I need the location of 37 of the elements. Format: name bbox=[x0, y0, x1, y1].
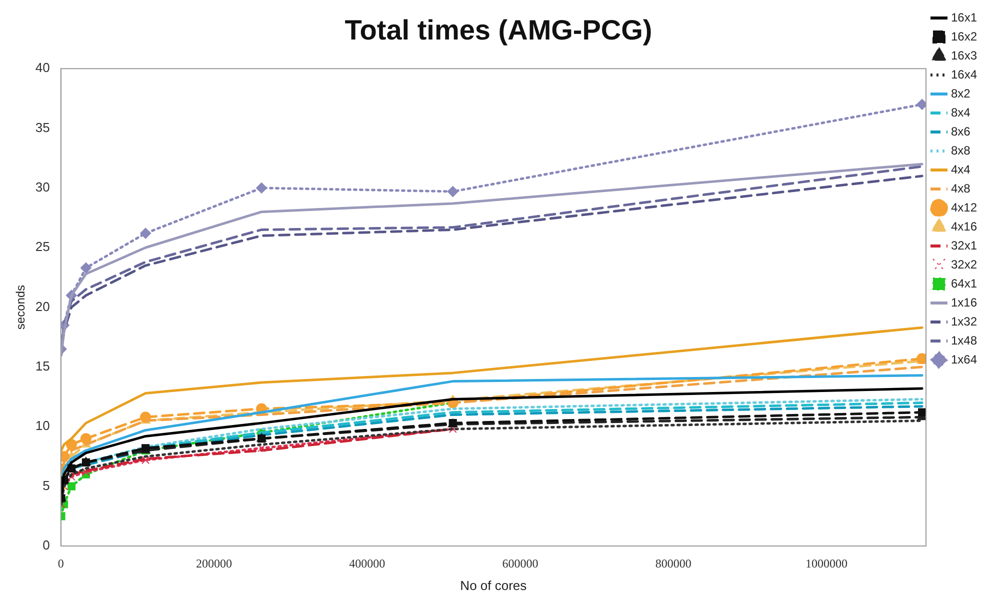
y-tick-label: 20 bbox=[35, 298, 50, 314]
y-tick-label: 5 bbox=[42, 478, 50, 493]
legend-label: 16x4 bbox=[950, 67, 978, 82]
legend-label: 16x2 bbox=[950, 29, 978, 44]
y-tick-label: 35 bbox=[35, 120, 50, 135]
x-tick-label: 600000 bbox=[502, 556, 538, 570]
y-tick-label: 0 bbox=[42, 538, 50, 553]
legend-label: 32x1 bbox=[950, 238, 978, 252]
legend-label: 4x8 bbox=[950, 181, 971, 196]
x-tick-label: 800000 bbox=[655, 556, 692, 570]
legend-label: 1x16 bbox=[950, 295, 978, 310]
x-tick-label: 0 bbox=[58, 556, 64, 570]
legend-label: 4x16 bbox=[950, 219, 978, 234]
legend-label: 8x8 bbox=[950, 143, 971, 158]
y-tick-label: 25 bbox=[35, 239, 50, 254]
legend-label: 1x32 bbox=[950, 314, 978, 328]
y-tick-label: 10 bbox=[35, 418, 50, 434]
legend-label: 8x2 bbox=[950, 86, 971, 100]
legend-label: 64x1 bbox=[950, 276, 978, 290]
y-tick-label: 40 bbox=[35, 60, 50, 76]
x-axis-title: No of cores bbox=[460, 578, 528, 593]
y-axis-title: seconds bbox=[14, 284, 28, 330]
legend-label: 4x12 bbox=[950, 200, 978, 214]
x-tick-label: 200000 bbox=[196, 556, 232, 570]
chart-title: Total times (AMG-PCG) bbox=[344, 14, 652, 46]
y-tick-label: 15 bbox=[35, 358, 50, 374]
legend-label: 4x4 bbox=[950, 162, 971, 176]
legend-label: 16x3 bbox=[950, 48, 978, 62]
legend-label: 8x4 bbox=[950, 105, 971, 120]
y-tick-label: 30 bbox=[35, 180, 50, 195]
legend-label: 1x64 bbox=[950, 352, 978, 366]
legend-label: 16x1 bbox=[950, 10, 978, 24]
legend-label: 1x48 bbox=[950, 333, 978, 348]
legend-label: 32x2 bbox=[950, 257, 978, 272]
x-tick-label: 400000 bbox=[349, 556, 386, 570]
x-tick-label: 1000000 bbox=[805, 556, 848, 570]
legend-label: 8x6 bbox=[950, 124, 971, 138]
